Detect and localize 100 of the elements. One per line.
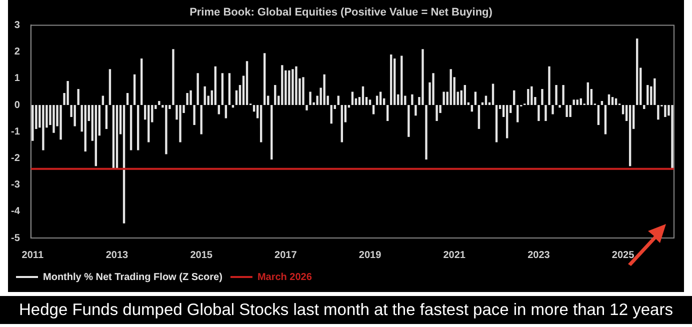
bar bbox=[400, 56, 403, 105]
bar bbox=[260, 105, 262, 142]
bar bbox=[492, 84, 494, 105]
bar bbox=[224, 105, 228, 118]
x-tick-label: 2019 bbox=[358, 250, 382, 261]
legend-label: March 2026 bbox=[257, 272, 312, 283]
bar bbox=[544, 105, 547, 121]
bar bbox=[130, 105, 132, 150]
bar bbox=[442, 92, 445, 105]
bar bbox=[495, 105, 498, 142]
y-tick-label: -1 bbox=[10, 126, 20, 138]
bar bbox=[657, 105, 660, 120]
bar bbox=[636, 38, 638, 105]
bar bbox=[351, 92, 354, 105]
bar bbox=[390, 54, 392, 105]
bar bbox=[112, 105, 115, 169]
bar bbox=[527, 89, 530, 105]
bar bbox=[140, 58, 143, 105]
bar bbox=[274, 85, 276, 105]
chart-title: Prime Book: Global Equities (Positive Value = Net Buying) bbox=[190, 6, 493, 19]
y-tick-label: -4 bbox=[10, 206, 20, 218]
bar bbox=[165, 105, 168, 154]
bar bbox=[196, 73, 199, 105]
x-tick-label: 2011 bbox=[22, 250, 44, 261]
bar bbox=[530, 86, 533, 105]
bar bbox=[133, 74, 136, 105]
y-tick-label: -5 bbox=[10, 232, 20, 244]
bar bbox=[158, 101, 160, 105]
x-tick-label: 2023 bbox=[528, 250, 550, 261]
bar bbox=[611, 97, 614, 105]
bar bbox=[664, 105, 666, 117]
bar bbox=[569, 105, 572, 117]
bar bbox=[548, 66, 550, 105]
bar bbox=[66, 81, 69, 105]
bar bbox=[102, 96, 104, 105]
bar bbox=[411, 94, 414, 105]
bar bbox=[450, 69, 452, 105]
bar bbox=[368, 100, 372, 105]
bar bbox=[32, 105, 34, 141]
bar bbox=[422, 49, 424, 105]
bar bbox=[42, 105, 44, 150]
bar bbox=[323, 74, 326, 105]
bar bbox=[77, 89, 80, 105]
legend-label: Monthly % Net Trading Flow (Z Score) bbox=[43, 272, 222, 283]
bar bbox=[116, 105, 118, 169]
bar bbox=[221, 73, 224, 105]
bar bbox=[643, 105, 646, 109]
bar bbox=[84, 105, 86, 152]
y-tick-label: 2 bbox=[14, 46, 20, 58]
bar bbox=[340, 105, 343, 142]
bar bbox=[148, 105, 150, 142]
bar bbox=[425, 105, 428, 160]
bar bbox=[474, 92, 477, 105]
text: Hedge Funds dumped Global Stocks last month at the fastest pace in more than 12 years bbox=[0, 296, 692, 324]
bar bbox=[306, 105, 308, 110]
bar bbox=[646, 85, 649, 105]
bar bbox=[295, 66, 298, 105]
bar bbox=[172, 49, 174, 105]
bar bbox=[264, 53, 266, 105]
bar bbox=[552, 105, 554, 114]
bar bbox=[586, 82, 589, 105]
y-tick-label: 0 bbox=[14, 100, 20, 111]
bar bbox=[74, 105, 76, 126]
bar bbox=[379, 92, 382, 105]
bar bbox=[214, 66, 216, 105]
x-tick-label: 2025 bbox=[612, 250, 635, 261]
bar bbox=[432, 73, 434, 105]
bar bbox=[281, 65, 284, 105]
bar bbox=[136, 105, 140, 150]
x-tick-label: 2013 bbox=[106, 250, 129, 261]
bar bbox=[394, 58, 396, 105]
bar bbox=[580, 98, 582, 105]
bar bbox=[386, 105, 389, 121]
bar bbox=[671, 105, 674, 169]
bar bbox=[105, 105, 108, 129]
bar bbox=[190, 90, 192, 105]
bar bbox=[516, 105, 519, 122]
bar bbox=[478, 105, 480, 129]
bar bbox=[270, 105, 273, 160]
bar bbox=[608, 94, 610, 105]
bar bbox=[541, 89, 544, 105]
bar bbox=[228, 73, 231, 105]
y-tick-label: -3 bbox=[10, 180, 20, 191]
y-tick-label: 1 bbox=[14, 73, 20, 84]
bar bbox=[372, 105, 375, 114]
bar bbox=[484, 96, 488, 105]
bar bbox=[576, 100, 578, 105]
bar bbox=[218, 105, 220, 114]
bar bbox=[555, 85, 558, 105]
bar bbox=[122, 105, 126, 224]
y-tick-label: -2 bbox=[10, 152, 20, 164]
bar bbox=[60, 105, 62, 140]
bar bbox=[108, 69, 112, 105]
bar bbox=[470, 105, 474, 112]
bar bbox=[572, 100, 575, 105]
x-tick-label: 2021 bbox=[443, 250, 466, 261]
bar bbox=[246, 61, 248, 105]
bar bbox=[204, 86, 206, 105]
bar bbox=[558, 105, 561, 108]
bar bbox=[94, 105, 97, 166]
